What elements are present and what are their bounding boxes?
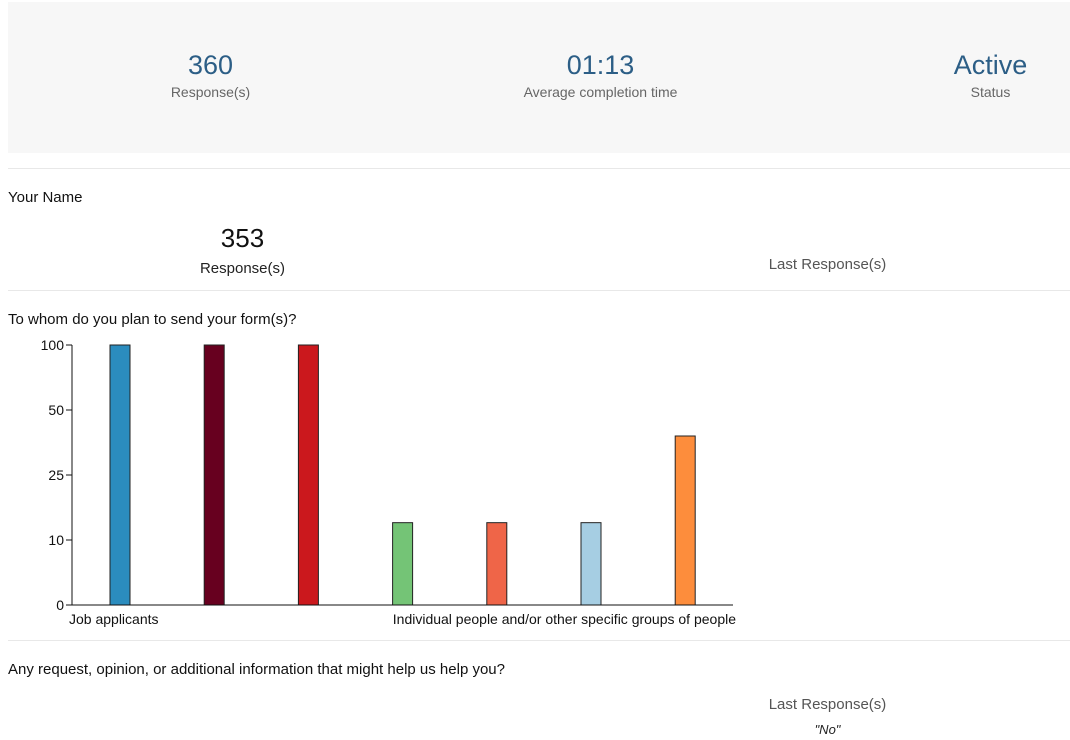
y-axis: 0 10 25 50 100 xyxy=(41,337,73,613)
question-title-feedback: Any request, opinion, or additional info… xyxy=(8,661,505,678)
last-responses-label: Last Response(s) xyxy=(768,696,887,713)
bar xyxy=(486,522,508,606)
y-tick-label: 25 xyxy=(48,467,64,483)
last-responses-label: Last Response(s) xyxy=(768,256,887,273)
x-tick-label: Job applicants xyxy=(69,611,159,627)
responses-label: Response(s) xyxy=(170,84,251,100)
last-response-value: "No" xyxy=(814,722,841,737)
x-axis: Job applicants Individual people and/or o… xyxy=(69,604,736,627)
responses-count: 360 xyxy=(187,50,234,80)
bar xyxy=(674,435,696,606)
question-response-label: Response(s) xyxy=(199,260,286,277)
divider xyxy=(8,640,1070,641)
divider xyxy=(8,290,1070,291)
y-tick-label: 10 xyxy=(48,532,64,548)
summary-panel: 360 Response(s) 01:13 Average completion… xyxy=(8,2,1070,153)
question-title-recipients: To whom do you plan to send your form(s)… xyxy=(8,311,297,328)
question-response-count: 353 xyxy=(220,223,265,253)
bar xyxy=(580,522,602,606)
bars xyxy=(109,344,696,606)
recipients-bar-chart: 0 10 25 50 100 Job applicants Individual peop… xyxy=(41,337,737,627)
stat-average-time: 01:13 Average completion time xyxy=(488,48,713,102)
x-tick-label: Individual people and/or other specific … xyxy=(393,611,736,627)
stat-responses: 360 Response(s) xyxy=(138,48,283,102)
status-label: Status xyxy=(970,84,1011,100)
bar xyxy=(392,522,414,606)
average-time-label: Average completion time xyxy=(523,84,678,100)
divider xyxy=(8,168,1070,169)
status-value: Active xyxy=(953,50,1028,80)
bar xyxy=(297,344,319,606)
y-tick-label: 100 xyxy=(41,337,65,353)
bar xyxy=(203,344,225,606)
average-time-value: 01:13 xyxy=(566,50,635,80)
stat-status: Active Status xyxy=(928,48,1053,102)
y-tick-label: 0 xyxy=(56,597,64,613)
y-tick-label: 50 xyxy=(48,402,64,418)
question-title-name: Your Name xyxy=(8,189,83,206)
bar xyxy=(109,344,131,606)
